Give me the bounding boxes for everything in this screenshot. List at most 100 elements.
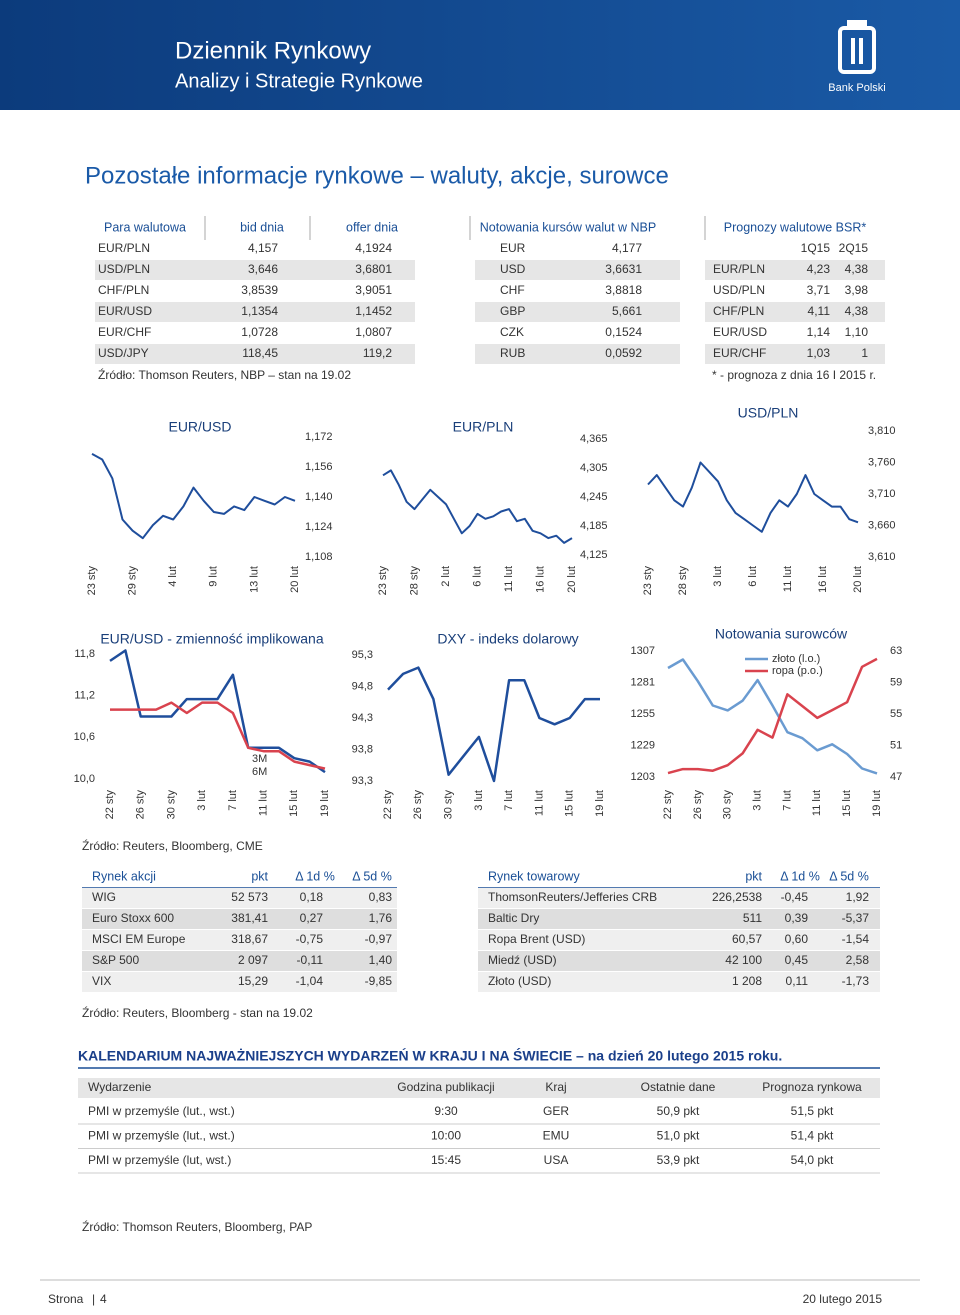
cell: 51,0 pkt (657, 1129, 700, 1143)
x-tick-label: 22 sty (104, 790, 116, 820)
x-tick-label: 30 sty (165, 790, 177, 820)
row-bg (705, 260, 885, 280)
x-tick-label: 11 lut (811, 790, 823, 816)
row-bg (95, 344, 415, 364)
chart-title: Notowania surowców (715, 626, 848, 642)
column-header: Δ 1d % (780, 869, 820, 883)
cell: 1,1452 (355, 304, 392, 318)
cell: Złoto (USD) (488, 974, 551, 988)
series-line (667, 658, 878, 775)
x-tick-label: 19 lut (319, 790, 331, 817)
cell: 3,646 (248, 262, 278, 276)
cell: 3,6631 (605, 262, 642, 276)
y-tick-label: 59 (890, 676, 902, 688)
source: Źródło: Thomson Reuters, NBP – stan na 1… (98, 367, 351, 382)
column-header: pkt (745, 869, 762, 883)
cell: USA (544, 1153, 569, 1167)
y-tick-label: 10,6 (74, 731, 95, 743)
series-line (667, 657, 878, 775)
column-header: Prognoza rynkowa (762, 1080, 862, 1094)
divider: | (92, 1292, 95, 1306)
x-tick-label: 22 sty (662, 790, 674, 820)
cell: S&P 500 (92, 953, 139, 967)
chart-title: EUR/PLN (453, 419, 514, 435)
legend-label: ropa (p.o.) (772, 665, 823, 677)
cell: -0,45 (781, 890, 809, 904)
page-label: Strona (48, 1292, 84, 1306)
cell: PMI w przemyśle (lut., wst.) (88, 1104, 235, 1118)
table-title: Prognozy walutowe BSR* (724, 220, 867, 234)
table-title: Notowania kursów walut w NBP (480, 220, 656, 234)
column-header: Δ 5d % (352, 869, 392, 883)
column-header: pkt (251, 869, 268, 883)
x-tick-label: 20 lut (566, 566, 578, 593)
series-line (91, 453, 296, 540)
cell: Miedź (USD) (488, 953, 557, 967)
row-bg (475, 260, 680, 280)
x-tick-label: 3 lut (473, 790, 485, 811)
y-tick-label: 4,305 (580, 462, 608, 474)
cell: 51,4 pkt (791, 1129, 834, 1143)
cell: 5,661 (612, 304, 642, 318)
y-tick-label: 11,8 (74, 648, 95, 660)
row-bg (95, 302, 415, 322)
cell: 3,9051 (355, 283, 392, 297)
column-header: Wydarzenie (88, 1080, 152, 1094)
cell: EUR/PLN (713, 262, 765, 276)
y-tick-label: 11,2 (74, 690, 95, 702)
x-tick-label: 29 sty (127, 566, 139, 596)
cell: Ropa Brent (USD) (488, 932, 585, 946)
y-tick-label: 47 (890, 771, 902, 783)
cell: 118,45 (242, 346, 278, 360)
legend-label: złoto (l.o.) (772, 653, 820, 665)
x-tick-label: 15 lut (841, 790, 853, 817)
cell: 15,29 (238, 974, 268, 988)
row-bg (95, 260, 415, 280)
cell: 1 208 (732, 974, 762, 988)
cell: CHF/PLN (713, 304, 764, 318)
row-bg (705, 302, 885, 322)
column-header: Δ 5d % (829, 869, 869, 883)
y-tick-label: 1,140 (305, 491, 333, 503)
x-tick-label: 2 lut (440, 566, 452, 587)
cell: 3,8539 (241, 283, 278, 297)
cell: 15:45 (431, 1153, 461, 1167)
cell: 1,92 (846, 890, 870, 904)
x-tick-label: 15 lut (564, 790, 576, 817)
column-header: bid dnia (240, 220, 284, 234)
legend-label: 3M (252, 753, 267, 765)
cell: -1,73 (842, 974, 870, 988)
cell: MSCI EM Europe (92, 932, 186, 946)
x-tick-label: 3 lut (712, 566, 724, 587)
column-header: Para walutowa (104, 220, 186, 234)
y-tick-label: 1,172 (305, 431, 333, 443)
chart-title: USD/PLN (738, 405, 799, 421)
y-tick-label: 4,245 (580, 491, 608, 503)
y-tick-label: 63 (890, 645, 902, 657)
cell: 52 573 (231, 890, 268, 904)
header-title: Dziennik Rynkowy (175, 37, 371, 64)
cell: GER (543, 1104, 569, 1118)
cell: 0,1524 (605, 325, 642, 339)
cell: 3,98 (845, 283, 869, 297)
x-tick-label: 30 sty (442, 790, 454, 820)
cell: 9:30 (434, 1104, 458, 1118)
cell: 1,03 (807, 346, 831, 360)
x-tick-label: 20 lut (852, 566, 864, 593)
column-header: Rynek towarowy (488, 869, 580, 883)
source: Źródło: Reuters, Bloomberg, CME (82, 838, 263, 853)
page-number: 4 (100, 1292, 107, 1306)
x-tick-label: 30 sty (722, 790, 734, 820)
cell: CHF (500, 283, 525, 297)
footer-date: 20 lutego 2015 (803, 1292, 883, 1306)
cell: 0,45 (785, 953, 809, 967)
chart-title: DXY - indeks dolarowy (437, 631, 578, 647)
cell: USD/JPY (98, 346, 149, 360)
y-tick-label: 94,8 (352, 680, 373, 692)
cell: Baltic Dry (488, 911, 539, 925)
cell: 3,6801 (355, 262, 392, 276)
series-line (387, 666, 600, 783)
cell: -1,04 (296, 974, 324, 988)
column-header: Δ 1d % (295, 869, 335, 883)
cell: 4,177 (612, 241, 642, 255)
